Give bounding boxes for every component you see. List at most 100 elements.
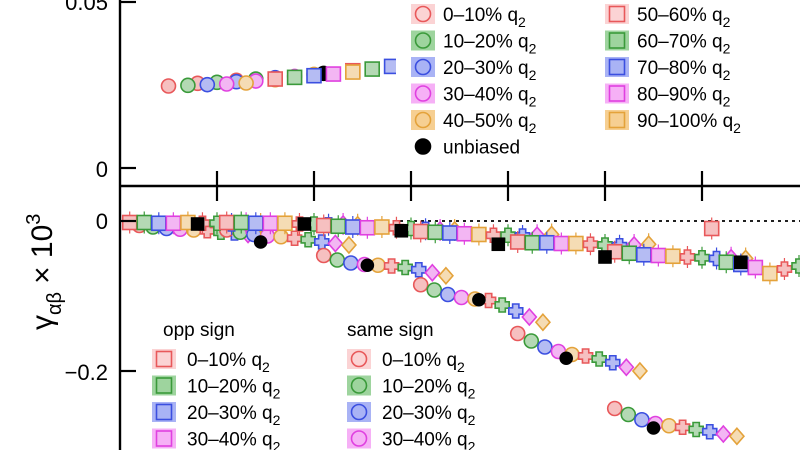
top-point-30-40%-0 xyxy=(218,76,235,92)
same-sign-point-4-2 xyxy=(537,339,553,355)
bottom-legend-label-sub-1-1: 2 xyxy=(468,386,476,402)
top-legend-label-6: 50–60% q2 xyxy=(637,5,731,30)
unbiased-point-3 xyxy=(491,237,506,252)
top-legend-marker-3 xyxy=(414,85,432,102)
opp-sign-point-5-4 xyxy=(665,248,681,265)
same-sign-point-2-8 xyxy=(424,263,441,282)
top-legend-marker-5 xyxy=(414,138,432,155)
top-legend-marker-8 xyxy=(608,58,626,76)
tick-marks xyxy=(120,0,704,373)
bottom-legend-swatch-0-1 xyxy=(152,375,176,396)
same-sign-point-2-1 xyxy=(329,252,346,268)
bottom-ylabel: γαβ × 103 xyxy=(23,214,66,330)
top-legend-label-4: 40–50% q2 xyxy=(443,111,537,136)
same-sign-point-3-2 xyxy=(440,286,456,303)
top-point-70-80%-0 xyxy=(306,67,322,84)
opp-sign-point-5-2 xyxy=(635,246,652,263)
bottom-legend-label-0-3: 30–40% q2 xyxy=(187,430,281,450)
plot-layer xyxy=(120,0,800,446)
opp-sign-point-5-3 xyxy=(650,247,667,264)
same-sign-point-3-1 xyxy=(426,282,443,298)
same-sign-point-4-7 xyxy=(604,354,621,371)
opp-sign-point-6-0 xyxy=(703,220,720,237)
same-sign-point-4-1 xyxy=(523,333,540,349)
ylabel-superscript: 3 xyxy=(23,214,45,225)
same-sign-point-2-2 xyxy=(343,255,359,271)
ylabel-subscript: αβ xyxy=(44,292,66,315)
top-legend-label-sub-7: 2 xyxy=(723,41,731,57)
top-legend-label-sub-3: 2 xyxy=(529,94,537,110)
same-sign-point-5-7 xyxy=(701,423,718,440)
same-sign-point-5-0 xyxy=(606,400,623,417)
same-sign-point-5-6 xyxy=(688,421,704,438)
top-ytick-label-0: 0 xyxy=(96,157,108,182)
opp-sign-point-3-2 xyxy=(441,225,458,241)
bottom-legend-marker-1-2 xyxy=(350,403,368,421)
legend-header-opp-sign: opp sign xyxy=(163,320,235,341)
opp-sign-point-6-3 xyxy=(747,259,764,276)
top-legend-marker-1 xyxy=(414,32,432,49)
top-legend-label-sub-0: 2 xyxy=(518,14,526,30)
opp-sign-point-4-0 xyxy=(509,234,526,250)
unbiased-point-2 xyxy=(394,223,409,238)
top-legend-label-1: 10–20% q2 xyxy=(443,32,537,57)
bottom-legend-label-sub-1-3: 2 xyxy=(468,439,476,450)
same-sign-point-5-9 xyxy=(728,427,745,446)
opp-sign-point-2-3 xyxy=(359,219,376,236)
opp-sign-point-1-4 xyxy=(277,215,293,232)
same-sign-point-1-6 xyxy=(300,231,316,248)
opp-sign-point-0-1 xyxy=(136,214,153,231)
top-legend-label-sub-2: 2 xyxy=(529,67,537,83)
unbiased-point-4 xyxy=(598,250,612,264)
top-legend-label-9: 80–90% q2 xyxy=(637,85,731,110)
opp-sign-point-1-1 xyxy=(233,214,250,231)
same-sign-point-5-1 xyxy=(620,406,637,423)
same-sign-point-3-9 xyxy=(534,313,551,332)
top-point-90-100%-0 xyxy=(344,64,361,80)
unbiased-point-9 xyxy=(559,351,574,366)
bottom-legend-label-sub-0-2: 2 xyxy=(273,412,281,428)
top-legend-label-2: 20–30% q2 xyxy=(443,58,537,83)
top-point-50-60%-0 xyxy=(267,71,284,87)
ylabel-symbol: γ xyxy=(26,315,59,330)
top-legend-marker-7 xyxy=(608,32,626,49)
ylabel-times: × 10 xyxy=(26,225,59,284)
opp-sign-point-6-4 xyxy=(762,265,778,282)
bottom-legend-swatch-0-3 xyxy=(152,428,176,449)
top-legend-marker-6 xyxy=(608,5,626,23)
same-sign-point-2-7 xyxy=(410,261,427,278)
bottom-legend-marker-0-0 xyxy=(155,350,173,368)
opp-sign-point-5-6 xyxy=(694,249,710,266)
top-legend-label-5: unbiased xyxy=(443,138,520,159)
same-sign-point-4-5 xyxy=(577,348,594,364)
bottom-legend-label-sub-1-0: 2 xyxy=(457,359,465,375)
top-legend-label-sub-10: 2 xyxy=(733,120,741,136)
top-legend-label-sub-9: 2 xyxy=(723,94,731,110)
opp-sign-point-2-0 xyxy=(315,217,332,234)
top-legend-label-sub-8: 2 xyxy=(723,67,731,83)
top-point-80-90%-0 xyxy=(325,66,342,82)
bottom-legend-label-sub-0-0: 2 xyxy=(262,359,270,375)
top-legend-marker-0 xyxy=(414,5,432,23)
top-legend-background xyxy=(396,0,800,160)
top-point-60-70%-0 xyxy=(286,69,303,86)
top-legend-label-sub-1: 2 xyxy=(529,41,537,57)
top-legend-label-sub-4: 2 xyxy=(529,120,537,136)
top-legend-label-7: 60–70% q2 xyxy=(637,32,731,57)
opp-sign-point-5-5 xyxy=(679,249,696,265)
legend-header-same-sign: same sign xyxy=(347,320,434,341)
opp-sign-point-4-4 xyxy=(568,235,584,252)
top-point-10-20%-0 xyxy=(180,77,196,94)
same-sign-point-1-9 xyxy=(340,235,357,255)
opp-sign-point-1-2 xyxy=(248,215,264,232)
same-sign-point-3-0 xyxy=(412,276,429,293)
unbiased-point-6 xyxy=(253,235,268,249)
opp-sign-point-2-2 xyxy=(344,219,361,235)
bottom-legend-label-1-2: 20–30% q2 xyxy=(382,403,476,428)
bottom-legend-label-0-2: 20–30% q2 xyxy=(187,403,281,428)
opp-sign-point-4-1 xyxy=(524,234,541,251)
opp-sign-point-6-6 xyxy=(791,258,800,274)
top-legend-marker-2 xyxy=(414,58,432,76)
same-sign-point-1-4 xyxy=(273,228,289,245)
